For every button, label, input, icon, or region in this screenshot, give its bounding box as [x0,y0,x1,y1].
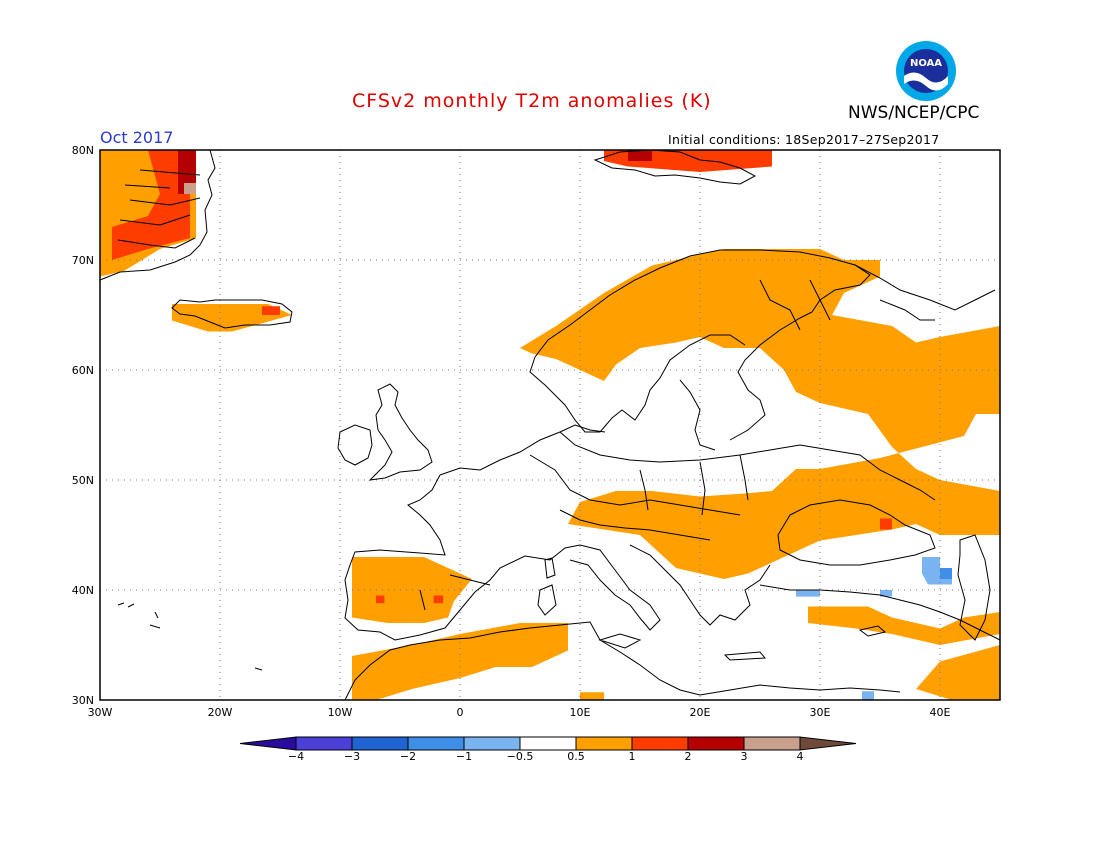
colorbar-label: 1 [628,750,636,763]
colorbar-swatch [631,736,689,751]
lon-label-30e: 30E [809,706,831,719]
lat-label-70n: 70N [71,254,94,267]
anomaly-region [580,692,604,700]
anomaly-region [862,691,874,700]
colorbar-label: 0.5 [567,750,585,763]
colorbar-swatch [463,736,521,751]
lat-label-50n: 50N [71,474,94,487]
colorbar-swatch [295,736,353,751]
anomaly-region [880,518,892,530]
colorbar-label: −2 [399,750,417,763]
lon-label-20e: 20E [689,706,711,719]
colorbar-label: 3 [740,750,748,763]
anomaly-fill [100,150,1000,700]
anomaly-region [376,595,385,604]
lon-label-20w: 20W [207,706,233,719]
colorbar-min-arrow [239,736,297,751]
colorbar-swatch [407,736,465,751]
lat-label-80n: 80N [71,144,94,157]
initial-conditions: Initial conditions: 18Sep2017–27Sep2017 [668,132,940,147]
anomaly-region [184,183,196,194]
colorbar-label: −3 [343,750,361,763]
colorbar-swatch [351,736,409,751]
colorbar-swatch [575,736,633,751]
map-title: CFSv2 monthly T2m anomalies (K) [352,90,712,112]
lat-label-40n: 40N [71,584,94,597]
anomaly-region [796,590,820,597]
forecast-month: Oct 2017 [100,128,174,147]
lon-label-30w: 30W [87,706,113,719]
lat-label-60n: 60N [71,364,94,377]
colorbar-swatch [743,736,801,751]
noaa-logo-text: NOAA [910,58,942,69]
anomaly-region [520,249,1000,579]
colorbar-label: −1 [455,750,473,763]
colorbar-label: −0.5 [506,750,534,763]
coastlines [99,149,1001,701]
colorbar-max-arrow [799,736,857,751]
colorbar-swatch [519,736,577,751]
anomaly-region [352,623,568,700]
anomaly-region [880,590,892,597]
colorbar-label: 4 [796,750,804,763]
anomaly-region [628,150,652,161]
lon-label-40e: 40E [929,706,951,719]
gridlines [100,150,1000,700]
anomaly-region [808,606,1000,700]
anomaly-region [433,595,444,604]
anomaly-region [262,306,280,315]
lon-label-0: 0 [456,706,464,719]
noaa-logo: NOAA [896,41,956,101]
agency-label: NWS/NCEP/CPC [848,103,980,123]
anomaly-region [940,568,952,579]
colorbar [239,736,857,751]
map-frame [99,149,1001,701]
colorbar-swatch [687,736,745,751]
colorbar-label: 2 [684,750,692,763]
anomaly-region [112,150,190,260]
lat-label-30n: 30N [71,694,94,707]
lon-label-10w: 10W [327,706,353,719]
lon-label-10e: 10E [569,706,591,719]
colorbar-label: −4 [287,750,305,763]
